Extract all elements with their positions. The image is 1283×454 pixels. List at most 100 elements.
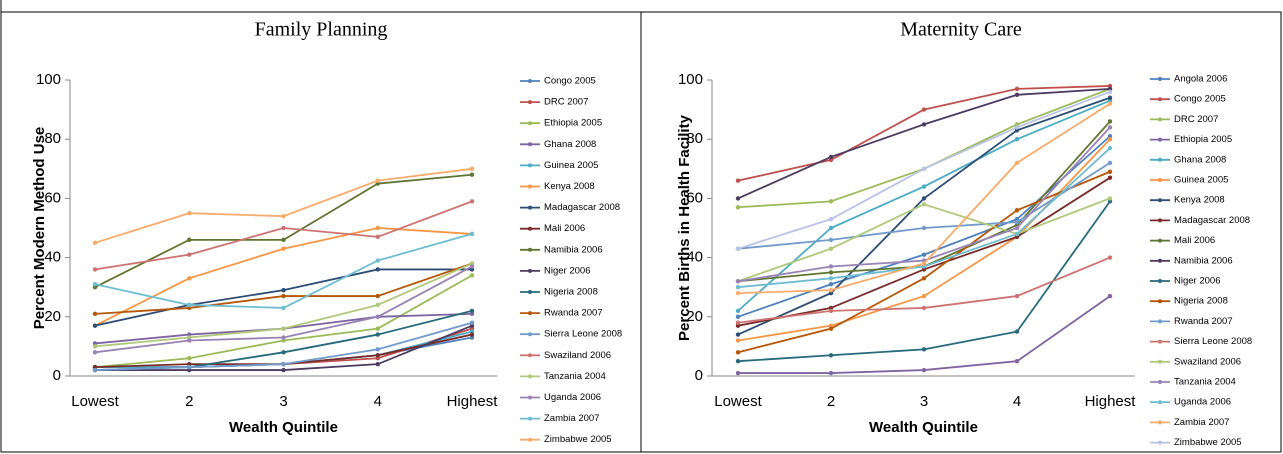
legend-label: Tanzania 2004	[544, 371, 606, 382]
point	[1014, 137, 1020, 142]
x-tick-label: 3	[920, 393, 928, 410]
point	[735, 308, 741, 314]
point	[828, 276, 834, 281]
legend-marker	[528, 437, 532, 442]
legend-label: Uganda 2006	[544, 392, 601, 403]
point	[1107, 175, 1113, 180]
legend-marker	[528, 79, 532, 83]
legend-marker	[528, 163, 532, 168]
x-tick-label: Highest	[1085, 393, 1137, 410]
point	[281, 350, 286, 355]
point	[828, 308, 834, 314]
y-tick-label: 60	[686, 189, 703, 206]
legend-marker	[528, 142, 532, 147]
point	[1107, 293, 1113, 299]
legend-marker	[528, 395, 532, 400]
legend-label: Namibia 2006	[544, 244, 603, 255]
legend-label: Mali 2006	[1174, 235, 1215, 246]
legend-label: Rwanda 2007	[544, 308, 603, 319]
y-tick-label: 40	[44, 249, 61, 266]
y-tick-label: 20	[686, 308, 703, 325]
point	[469, 166, 475, 171]
point	[375, 302, 380, 308]
legend-marker	[528, 121, 532, 126]
point	[1014, 86, 1020, 92]
point	[735, 290, 741, 296]
x-tick-label: Lowest	[71, 393, 119, 410]
point	[469, 231, 475, 237]
y-tick-label: 80	[686, 130, 703, 147]
point	[921, 276, 927, 281]
legend-marker	[1158, 97, 1162, 102]
point	[375, 267, 380, 272]
series-line	[94, 262, 473, 348]
point	[735, 246, 741, 251]
point	[735, 285, 741, 290]
point	[921, 225, 927, 231]
y-tick-label: 20	[44, 308, 61, 325]
point	[1107, 89, 1113, 95]
point	[375, 293, 380, 299]
legend-label: Kenya 2008	[1174, 195, 1225, 206]
point	[828, 287, 834, 293]
point	[1107, 255, 1113, 260]
point	[375, 234, 380, 240]
legend-marker	[1158, 137, 1162, 142]
point	[469, 308, 475, 314]
point	[828, 246, 834, 251]
legend-marker	[528, 416, 532, 421]
point	[735, 338, 741, 343]
legend-marker	[528, 247, 532, 252]
point	[735, 196, 741, 201]
point	[469, 273, 475, 278]
point	[1107, 119, 1113, 124]
legend-label: Namibia 2006	[1174, 255, 1233, 266]
point	[735, 359, 741, 364]
point	[828, 237, 834, 243]
point	[1107, 137, 1113, 142]
legend-marker	[1158, 299, 1162, 304]
legend-label: DRC 2007	[1174, 114, 1218, 125]
point	[92, 282, 98, 287]
point	[1107, 160, 1113, 166]
y-tick-label: 80	[44, 130, 61, 147]
point	[375, 314, 380, 319]
point	[921, 122, 927, 127]
point	[281, 335, 286, 340]
legend-label: Uganda 2006	[1174, 397, 1231, 408]
point	[1014, 219, 1020, 225]
legend-marker	[1158, 77, 1162, 81]
chart-title: Maternity Care	[900, 19, 1022, 41]
point	[187, 302, 192, 308]
legend-label: Niger 2006	[1174, 276, 1220, 287]
legend-label: Nigeria 2008	[1174, 296, 1228, 307]
legend-marker	[528, 268, 532, 273]
point	[828, 199, 834, 204]
point	[375, 258, 380, 263]
legend-label: Nigeria 2008	[544, 287, 598, 298]
chart-title: Family Planning	[255, 19, 388, 41]
x-axis-title: Wealth Quintile	[869, 419, 978, 436]
point	[1014, 208, 1020, 213]
legend-label: Angola 2006	[1174, 74, 1227, 85]
point	[469, 264, 475, 269]
point	[828, 282, 834, 287]
point	[828, 216, 834, 222]
point	[828, 326, 834, 331]
legend-marker	[528, 332, 532, 337]
point	[828, 370, 834, 376]
point	[921, 347, 927, 352]
x-tick-label: 2	[185, 393, 193, 410]
point	[921, 184, 927, 189]
y-axis-title: Percent Births in Health Facility	[676, 114, 693, 341]
point	[921, 252, 927, 257]
point	[735, 320, 741, 325]
point	[187, 276, 192, 281]
legend-label: Sierra Leone 2008	[1174, 336, 1252, 347]
point	[828, 353, 834, 358]
legend-marker	[1158, 420, 1162, 425]
legend-marker	[528, 226, 532, 231]
point	[187, 252, 192, 257]
